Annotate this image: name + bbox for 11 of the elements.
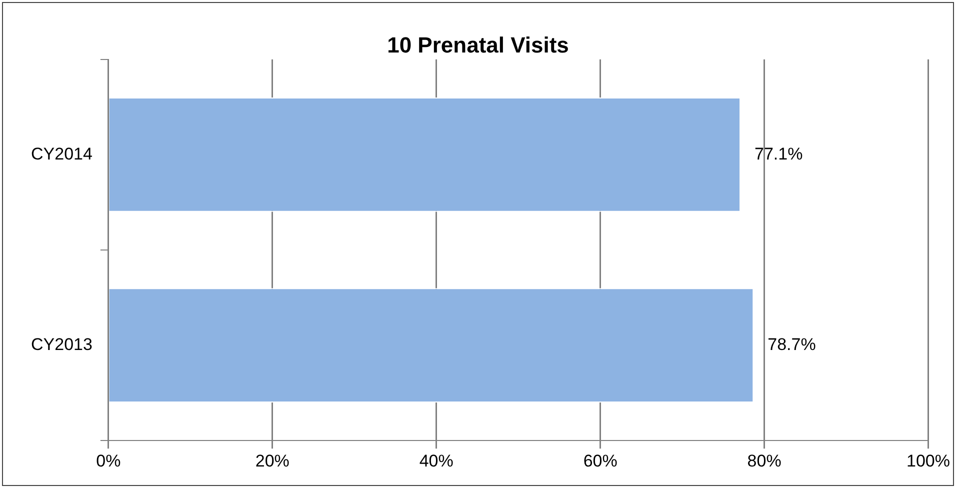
x-tick-label: 0% — [96, 451, 121, 470]
x-tick-label: 80% — [747, 451, 782, 470]
chart-title: 10 Prenatal Visits — [387, 32, 569, 58]
y-tick-label: CY2013 — [30, 334, 92, 354]
x-tick-label: 60% — [583, 451, 618, 470]
x-tick-label: 20% — [255, 451, 290, 470]
y-tick-label: CY2014 — [30, 144, 92, 164]
x-tick-label: 100% — [906, 451, 950, 470]
x-tick-label: 40% — [419, 451, 454, 470]
data-label: 77.1% — [754, 144, 803, 164]
data-label: 78.7% — [768, 334, 816, 354]
